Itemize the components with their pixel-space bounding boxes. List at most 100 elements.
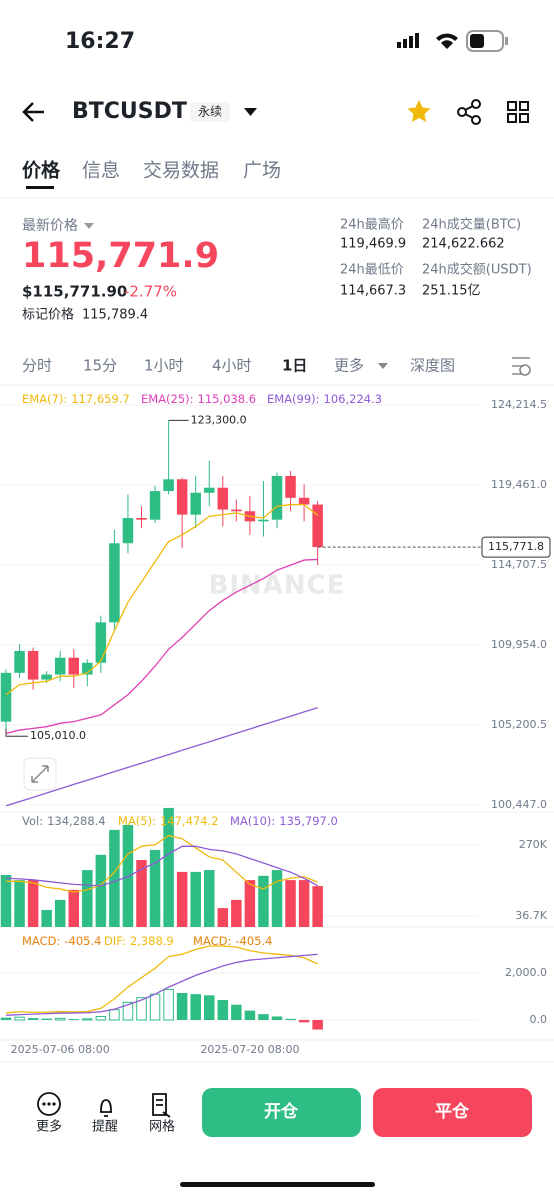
legend-value: -405.4 xyxy=(235,934,272,948)
interval[interactable]: 4小时 xyxy=(212,357,252,375)
macd-bar xyxy=(312,1020,323,1030)
interval[interactable]: 1日 xyxy=(282,357,307,375)
current-price-label: 115,771.8 xyxy=(488,540,544,553)
tab[interactable]: 广场 xyxy=(243,160,281,182)
open-button[interactable] xyxy=(202,1088,361,1137)
legend-value: 106,224.3 xyxy=(324,392,383,406)
legend-name: Vol: xyxy=(22,814,43,828)
legend-entry: EMA(99): 106,224.3 xyxy=(267,392,382,406)
indicator-line xyxy=(5,953,318,1016)
nav-label[interactable]: 更多 xyxy=(36,1119,62,1135)
interval[interactable]: 深度图 xyxy=(410,357,455,375)
volume-bar xyxy=(68,889,79,927)
macd-bar xyxy=(95,1015,107,1021)
legend-value: 117,659.7 xyxy=(71,392,130,406)
legend-entry: MACD: -405.4 xyxy=(22,934,101,948)
macd-bar xyxy=(298,1020,310,1023)
stat-label: 24h最低价 xyxy=(340,263,404,278)
zoom-icon xyxy=(31,765,49,783)
nav-label[interactable]: 提醒 xyxy=(92,1119,118,1135)
last-dropdown[interactable] xyxy=(84,223,94,229)
volume-bar xyxy=(149,849,161,927)
indicator-line xyxy=(5,945,318,1014)
candle-body xyxy=(95,622,107,663)
symbol[interactable]: BTCUSDT xyxy=(72,99,187,124)
legend-entry: MA(10): 135,797.0 xyxy=(230,814,338,828)
current-price-box xyxy=(481,536,551,558)
y-tick-label: 124,214.5 xyxy=(491,398,547,411)
symbol-dropdown[interactable] xyxy=(244,108,257,116)
low-label: 105,010.0 xyxy=(30,729,86,742)
legend-value: 2,388.9 xyxy=(130,934,174,948)
volume-bar xyxy=(54,899,66,927)
nav-label[interactable]: 网格 xyxy=(149,1119,175,1135)
candle-body xyxy=(122,518,134,544)
y-tick-label: 2,000.0 xyxy=(505,966,547,979)
legend-value: 134,288.4 xyxy=(47,814,106,828)
macd-bar xyxy=(204,995,215,1021)
indicator-line xyxy=(5,558,318,735)
volume-bar xyxy=(27,880,39,927)
volume-bar xyxy=(258,875,269,927)
macd-bar xyxy=(176,992,188,1021)
macd-bar xyxy=(258,1014,269,1021)
tab[interactable]: 价格 xyxy=(22,159,61,182)
candle-body xyxy=(271,475,283,520)
macd-bar xyxy=(122,1001,134,1021)
candle-body xyxy=(163,479,174,492)
legend-name: MA(10): xyxy=(230,814,275,828)
status-icons xyxy=(397,30,508,52)
volume-bar xyxy=(82,870,93,927)
volume-bar xyxy=(176,871,188,927)
charts: 124,214.5 119,461.0 114,707.5 109,954.0 105,… xyxy=(0,392,551,1056)
interval[interactable]: 15分 xyxy=(83,357,117,375)
macd-bar xyxy=(54,1017,66,1021)
macd-bar xyxy=(271,1016,283,1021)
legend-entry: DIF: 2,388.9 xyxy=(104,934,174,948)
legend-name: EMA(25): xyxy=(141,392,194,406)
indicator-line xyxy=(5,845,318,887)
candle-body xyxy=(298,497,310,505)
tab[interactable]: 信息 xyxy=(82,160,120,182)
volume-bar xyxy=(136,859,147,927)
interval[interactable]: 分时 xyxy=(22,357,52,375)
candle-body xyxy=(54,657,66,675)
mark-price: 115,789.4 xyxy=(82,308,148,323)
legend-name: DIF: xyxy=(104,934,126,948)
y-tick-label: 114,707.5 xyxy=(491,558,547,571)
stat-label: 24h最高价 xyxy=(340,217,404,233)
close-button[interactable] xyxy=(373,1088,532,1137)
share[interactable] xyxy=(457,99,481,125)
favorite[interactable] xyxy=(407,100,431,122)
volume-bar xyxy=(14,880,25,927)
legend-value: -405.4 xyxy=(64,934,101,948)
volume-bar xyxy=(122,824,134,927)
back-button[interactable] xyxy=(22,102,44,122)
legend-entry: Vol: 134,288.4 xyxy=(22,814,106,828)
macd-bar xyxy=(27,1018,39,1021)
candle-body xyxy=(27,650,39,680)
candle-body xyxy=(41,674,52,680)
candle-body xyxy=(0,672,12,722)
macd-bar xyxy=(136,997,147,1021)
more-dropdown[interactable] xyxy=(378,363,388,369)
interval[interactable]: 更多 xyxy=(334,357,364,375)
stat-label: 24h成交额(USDT) xyxy=(422,262,532,278)
change: -2.77% xyxy=(124,283,177,301)
macd-bar xyxy=(244,1010,256,1021)
stat-label: 24h成交量(BTC) xyxy=(422,217,521,233)
macd-bar xyxy=(190,994,201,1021)
tab[interactable]: 交易数据 xyxy=(143,160,219,182)
x-tick-label: 2025-07-20 08:00 xyxy=(200,1043,299,1056)
interval[interactable]: 1小时 xyxy=(144,357,184,375)
volume-bar xyxy=(285,880,296,927)
menu-grid[interactable] xyxy=(507,101,529,123)
volume-bar xyxy=(109,829,120,927)
stat-value: 251.15亿 xyxy=(422,284,481,299)
low-pointer xyxy=(5,728,28,737)
tag-bg xyxy=(190,102,230,122)
candle-body xyxy=(285,475,296,498)
macd-bar xyxy=(0,1017,12,1021)
chart-settings[interactable] xyxy=(512,357,531,376)
